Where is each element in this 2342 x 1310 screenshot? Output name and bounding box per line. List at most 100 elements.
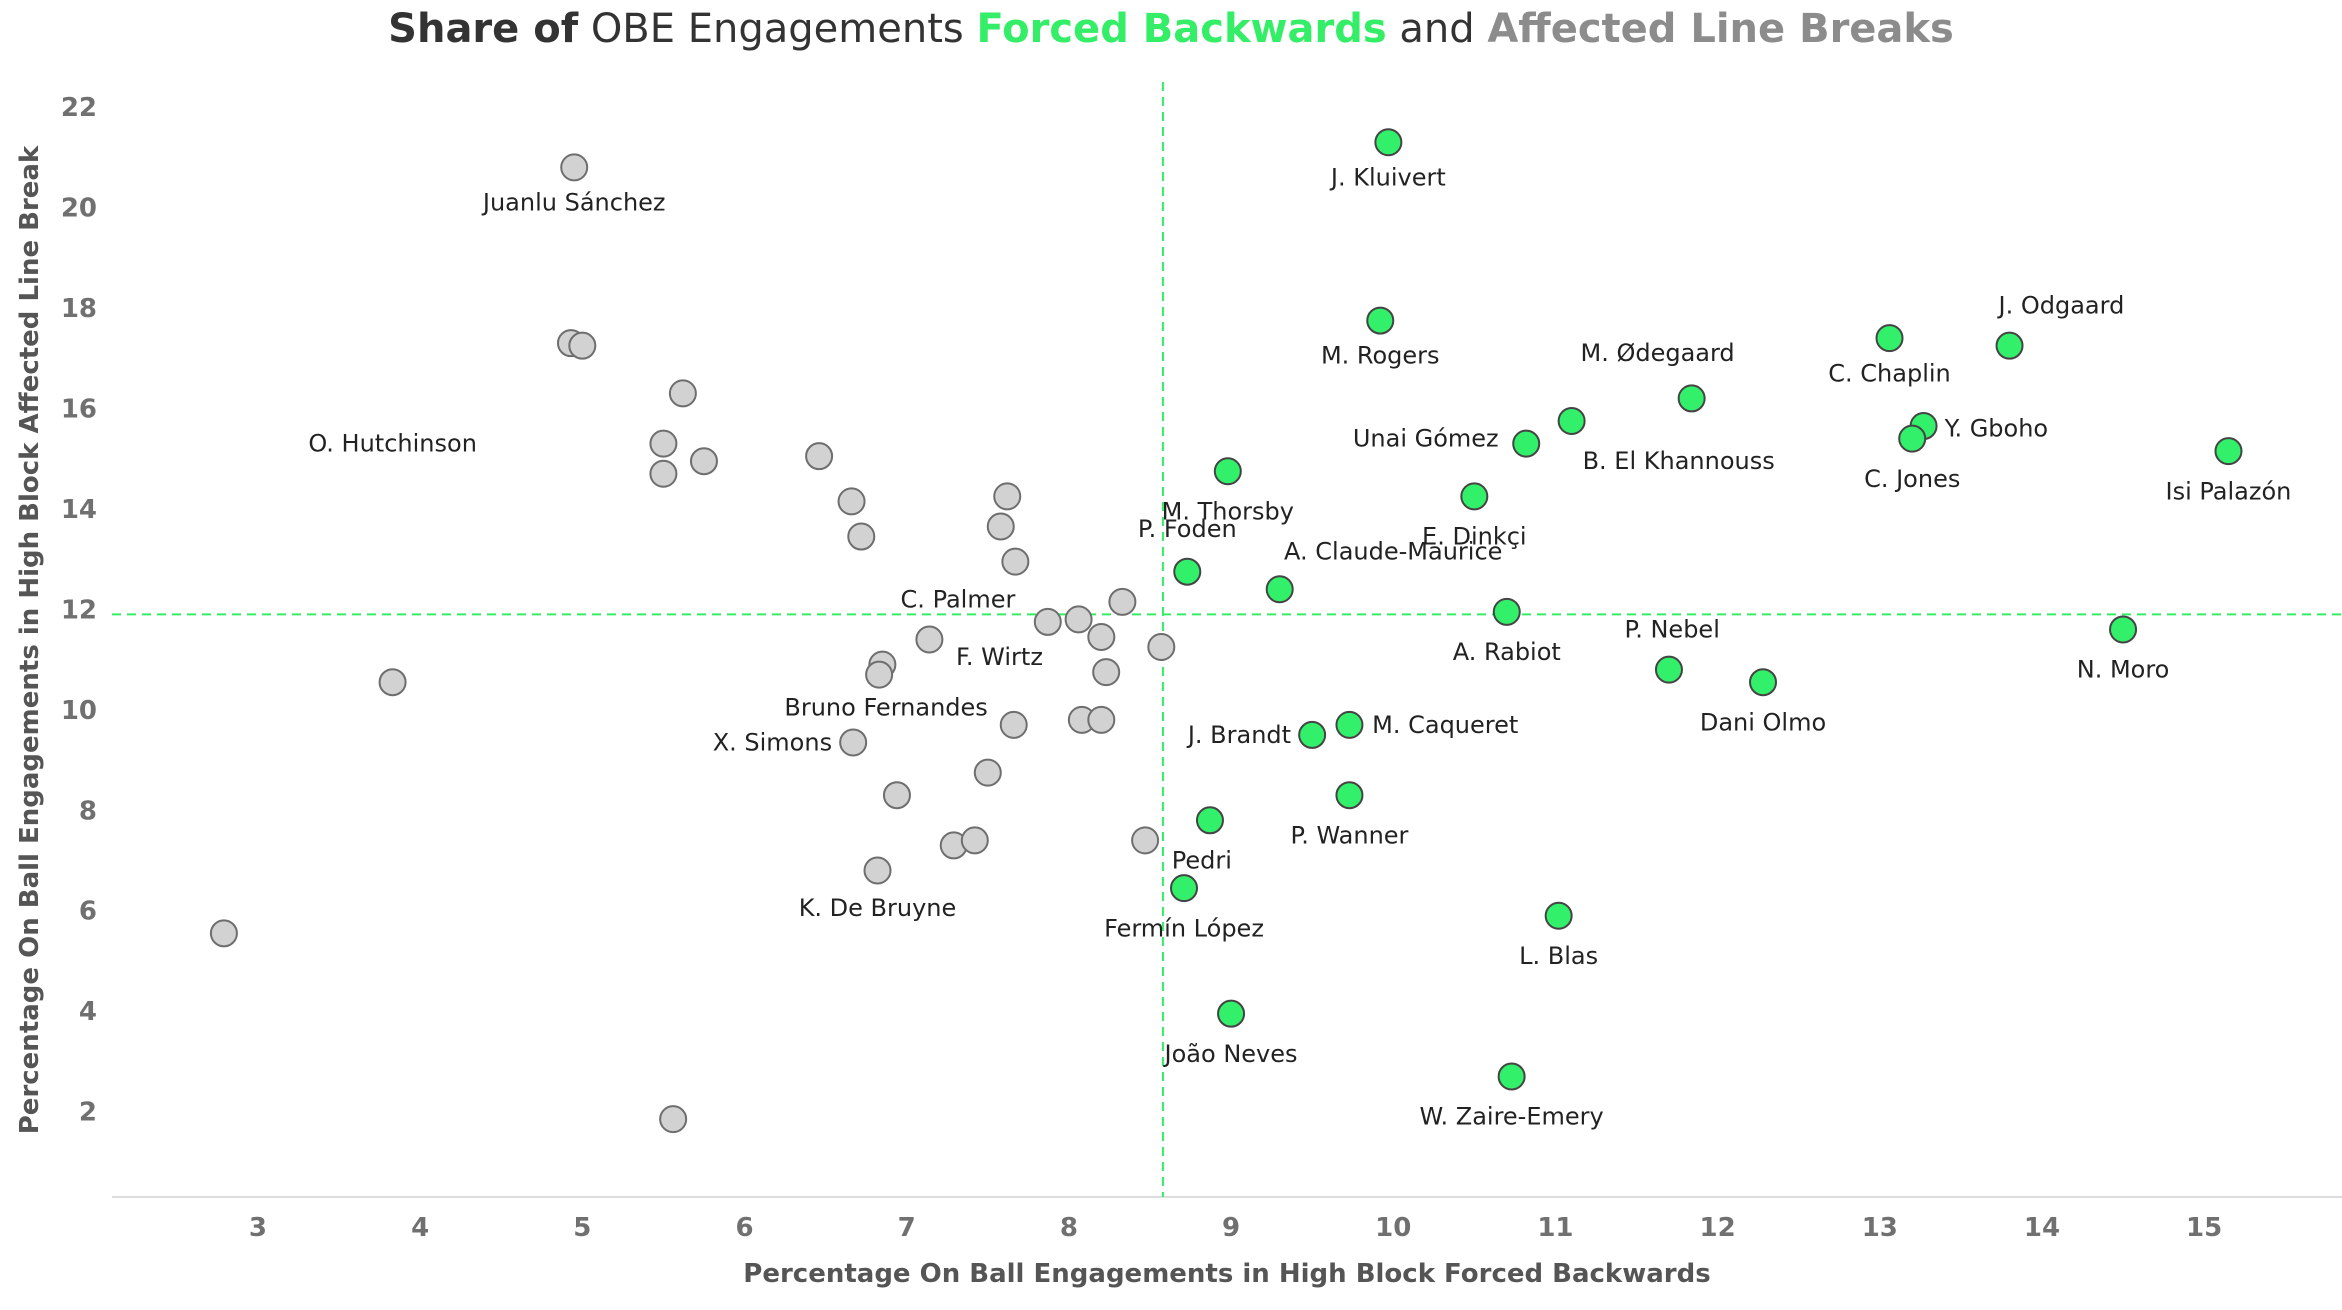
- player-point-other: [865, 660, 894, 689]
- player-point-highlighted: [1875, 324, 1904, 353]
- x-axis-label: Percentage On Ball Engagements in High B…: [743, 1259, 1710, 1289]
- player-label: C. Chaplin: [1828, 359, 1950, 387]
- y-tick-label: 4: [79, 997, 97, 1027]
- player-point-highlighted: [1557, 407, 1586, 436]
- x-tick-label: 7: [898, 1213, 916, 1243]
- player-point-other: [915, 625, 944, 654]
- player-point-other: [649, 459, 678, 488]
- player-point-other: [1033, 607, 1062, 636]
- player-point-other: [560, 153, 589, 182]
- x-axis-ticks: 3 4 5 6 7 8 9 10 11 12 13 14 15: [249, 1213, 2222, 1243]
- player-point-highlighted: [1460, 482, 1489, 511]
- player-label: J. Kluivert: [1329, 163, 1446, 191]
- player-point-other: [837, 487, 866, 516]
- player-label: M. Thorsby: [1162, 497, 1294, 525]
- y-axis-label: Percentage On Ball Engagements in High B…: [15, 145, 45, 1134]
- player-point-other: [805, 442, 834, 471]
- player-point-other: [1108, 587, 1137, 616]
- y-tick-label: 6: [79, 897, 97, 927]
- player-label: Y. Gboho: [1944, 415, 2048, 443]
- player-label: A. Rabiot: [1453, 638, 1561, 666]
- other-players-layer: [209, 153, 1176, 1134]
- player-point-highlighted: [2214, 437, 2243, 466]
- y-tick-label: 22: [61, 93, 97, 123]
- player-point-other: [1001, 547, 1030, 576]
- y-tick-label: 14: [61, 495, 97, 525]
- title-part-affected-line-breaks: Affected Line Breaks: [1487, 6, 1954, 52]
- player-point-highlighted: [1213, 457, 1242, 486]
- x-tick-label: 8: [1060, 1213, 1078, 1243]
- player-point-highlighted: [1265, 575, 1294, 604]
- x-tick-label: 10: [1375, 1213, 1411, 1243]
- player-point-other: [839, 728, 868, 757]
- player-point-highlighted: [1512, 429, 1541, 458]
- y-tick-label: 12: [61, 595, 97, 625]
- player-point-other: [999, 710, 1028, 739]
- y-tick-label: 10: [61, 696, 97, 726]
- player-point-other: [659, 1105, 688, 1134]
- player-label: João Neves: [1163, 1040, 1298, 1068]
- player-label: C. Palmer: [901, 585, 1016, 613]
- player-label: Pedri: [1172, 846, 1232, 874]
- player-label: K. De Bruyne: [799, 894, 957, 922]
- player-point-other: [960, 826, 989, 855]
- player-point-highlighted: [1677, 384, 1706, 413]
- player-label: J. Brandt: [1186, 721, 1291, 749]
- player-label: M. Caqueret: [1372, 711, 1518, 739]
- player-label: X. Simons: [713, 728, 832, 756]
- x-tick-label: 13: [1862, 1213, 1898, 1243]
- chart-title: Share of OBE Engagements Forced Backward…: [0, 0, 2342, 58]
- x-tick-label: 11: [1537, 1213, 1573, 1243]
- player-point-highlighted: [1492, 597, 1521, 626]
- title-part-forced-backwards: Forced Backwards: [976, 6, 1387, 52]
- player-label: Isi Palazón: [2166, 477, 2292, 505]
- player-point-highlighted: [1898, 424, 1927, 453]
- player-point-other: [973, 758, 1002, 787]
- player-label: F. Wirtz: [956, 643, 1043, 671]
- player-point-highlighted: [1217, 999, 1246, 1028]
- player-label: P. Wanner: [1290, 821, 1408, 849]
- player-label: Fermín López: [1104, 914, 1264, 942]
- y-tick-label: 2: [79, 1098, 97, 1128]
- player-point-highlighted: [1995, 331, 2024, 360]
- player-point-other: [378, 668, 407, 697]
- player-point-other: [1092, 658, 1121, 687]
- x-tick-label: 3: [249, 1213, 267, 1243]
- y-axis-ticks: 2 4 6 8 10 12 14 16 18 20 22: [61, 93, 97, 1128]
- x-tick-label: 4: [411, 1213, 429, 1243]
- player-label: B. El Khannouss: [1583, 447, 1775, 475]
- player-point-other: [986, 512, 1015, 541]
- x-tick-label: 12: [1700, 1213, 1736, 1243]
- player-point-other: [1064, 605, 1093, 634]
- y-tick-label: 20: [61, 194, 97, 224]
- player-point-highlighted: [1366, 306, 1395, 335]
- y-tick-label: 18: [61, 294, 97, 324]
- player-point-highlighted: [1654, 655, 1683, 684]
- player-label: O. Hutchinson: [308, 430, 477, 458]
- player-label: C. Jones: [1864, 465, 1960, 493]
- x-tick-label: 15: [2186, 1213, 2222, 1243]
- player-point-highlighted: [1195, 806, 1224, 835]
- player-label: N. Moro: [2077, 656, 2170, 684]
- player-point-other: [847, 522, 876, 551]
- player-point-highlighted: [1544, 901, 1573, 930]
- player-label: J. Odgaard: [1997, 292, 2125, 320]
- player-point-highlighted: [1298, 720, 1327, 749]
- x-tick-label: 5: [573, 1213, 591, 1243]
- player-point-highlighted: [1749, 668, 1778, 697]
- player-label: A. Claude-Maurice: [1284, 538, 1502, 566]
- player-label: P. Nebel: [1624, 615, 1719, 643]
- player-label: M. Ødegaard: [1580, 339, 1734, 367]
- player-point-other: [993, 482, 1022, 511]
- player-label: Dani Olmo: [1700, 708, 1826, 736]
- player-label: M. Rogers: [1321, 342, 1440, 370]
- player-label: W. Zaire-Emery: [1420, 1103, 1604, 1131]
- player-point-highlighted: [1335, 781, 1364, 810]
- x-tick-label: 9: [1222, 1213, 1240, 1243]
- highlighted-players-layer: [1170, 128, 2243, 1091]
- player-label: L. Blas: [1519, 942, 1598, 970]
- player-point-highlighted: [1374, 128, 1403, 157]
- player-label: Juanlu Sánchez: [481, 189, 666, 217]
- player-point-other: [209, 919, 238, 948]
